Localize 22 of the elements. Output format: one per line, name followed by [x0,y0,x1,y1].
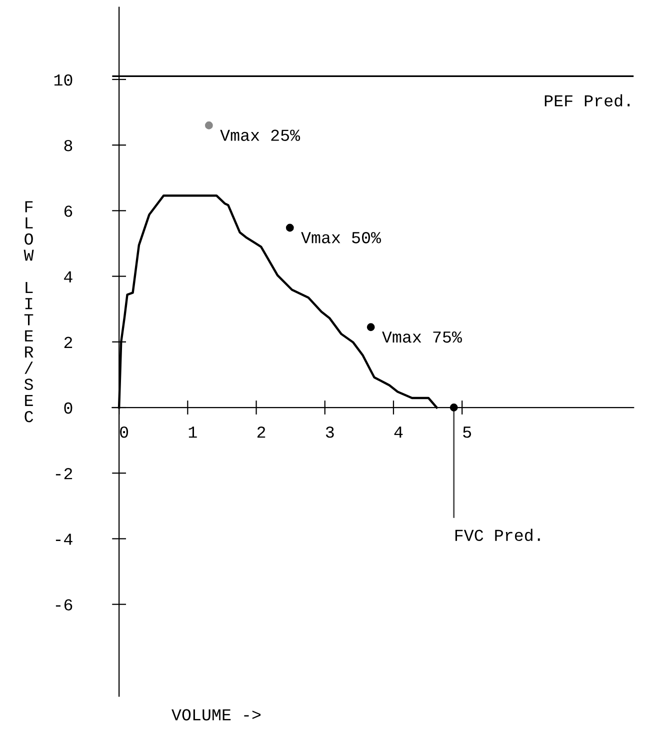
y-tick-label: 4 [64,271,72,282]
y-tick-label: 2 [64,336,72,348]
series-label: Vmax 25% [220,130,300,141]
x-tick-label: 5 [463,426,472,438]
ref-line-label: FVC Pred. [455,528,540,542]
y-tick-label: -2 [56,468,72,480]
x-tick-label: 0 [120,426,128,438]
x-tick-label: 1 [188,426,197,438]
text: FLOW LITER/SEC [24,201,34,422]
x-tick-label: 2 [257,426,266,438]
y-tick-label: -4 [56,534,72,545]
x-axis-title: VOLUME -> [172,709,261,720]
series-label: Vmax 50% [301,232,382,244]
y-tick-label: 0 [64,402,72,414]
x-tick-label: 3 [326,426,334,438]
y-tick-label: 6 [64,206,72,217]
y-tick-label: -6 [56,599,72,611]
y-tick-label: 10 [54,74,72,86]
series-label: Vmax 75% [382,331,462,343]
y-tick-label: 8 [64,140,72,152]
ref-line-label: PEF Pred. [544,94,630,107]
x-tick-label: 4 [394,426,403,438]
